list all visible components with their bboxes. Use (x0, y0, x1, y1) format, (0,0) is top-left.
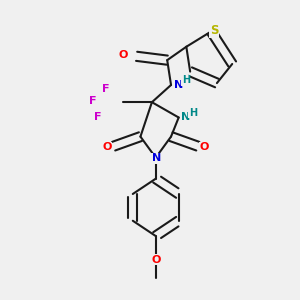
Text: S: S (210, 24, 218, 37)
Text: O: O (151, 255, 160, 265)
Text: H: H (182, 75, 190, 85)
Text: N: N (152, 153, 161, 164)
Text: F: F (88, 96, 96, 106)
Text: F: F (94, 112, 101, 122)
Text: F: F (101, 84, 109, 94)
Text: O: O (118, 50, 128, 60)
Text: H: H (189, 108, 197, 118)
Text: N: N (174, 80, 183, 90)
Text: O: O (102, 142, 112, 152)
Text: O: O (199, 142, 208, 152)
Text: N: N (181, 112, 190, 122)
